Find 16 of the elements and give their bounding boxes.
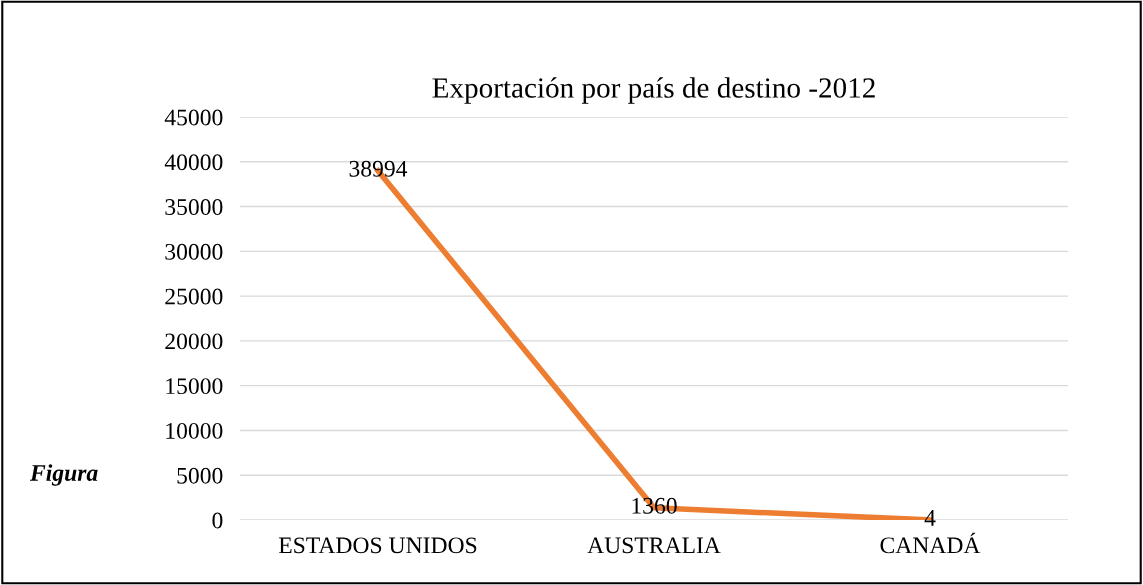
y-tick-label: 30000 [165,243,223,260]
y-tick-label: 5000 [177,467,223,484]
y-tick-label: 15000 [166,378,223,395]
y-tick-label: 35000 [165,199,223,215]
x-tick-label: AUSTRALIA [587,537,721,554]
y-tick-label: 25000 [165,288,223,305]
y-tick-label: 20000 [165,333,223,350]
y-tick-label: 45000 [164,109,223,126]
x-tick-label: ESTADOS UNIDOS [278,537,477,554]
chart-title: Exportación por país de destino -2012 [432,77,875,104]
text: Figura [29,464,98,486]
y-tick-label: 0 [212,512,223,529]
y-tick-label: 40000 [164,154,223,171]
y-tick-label: 10000 [166,422,223,439]
x-tick-label: CANADÁ [880,532,981,554]
data-label: 38994 [349,160,408,177]
